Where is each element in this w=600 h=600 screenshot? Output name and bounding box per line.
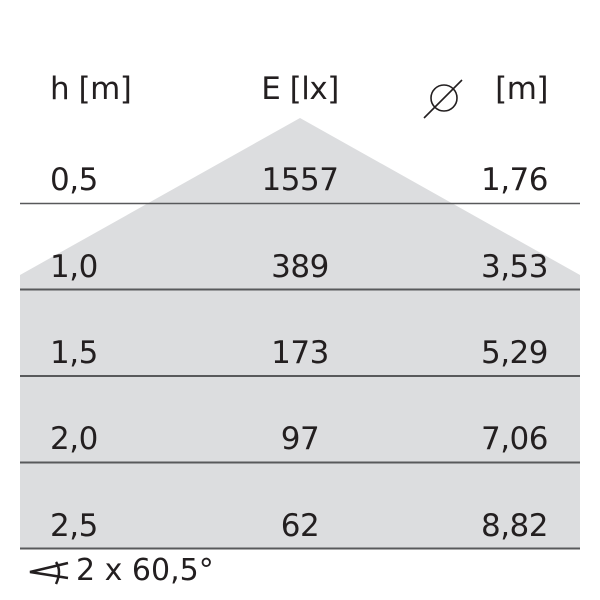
- light-cone: [20, 118, 580, 548]
- height-value: 2,0: [50, 421, 98, 457]
- header-illuminance: E [lx]: [261, 71, 339, 107]
- diameter-value: 8,82: [480, 508, 549, 544]
- diameter-value: 7,06: [480, 421, 549, 457]
- height-value: 1,0: [50, 249, 98, 285]
- illuminance-value: 173: [271, 335, 329, 371]
- diameter-value: 5,29: [480, 335, 549, 371]
- diameter-value: 1,76: [480, 162, 549, 198]
- diameter-icon: [423, 79, 463, 119]
- header-diameter-unit: [m]: [495, 71, 548, 107]
- height-value: 0,5: [50, 162, 98, 198]
- illuminance-value: 62: [280, 508, 320, 544]
- header-height: h [m]: [50, 71, 132, 107]
- beam-angle-value: 2 x 60,5°: [76, 553, 214, 588]
- illuminance-value: 1557: [261, 162, 339, 198]
- beam-angle: 2 x 60,5°: [26, 556, 214, 586]
- illuminance-value: 389: [271, 249, 329, 285]
- angle-icon: [29, 561, 69, 585]
- illuminance-value: 97: [280, 421, 320, 457]
- height-value: 2,5: [50, 508, 98, 544]
- height-value: 1,5: [50, 335, 98, 371]
- diameter-value: 3,53: [480, 249, 549, 285]
